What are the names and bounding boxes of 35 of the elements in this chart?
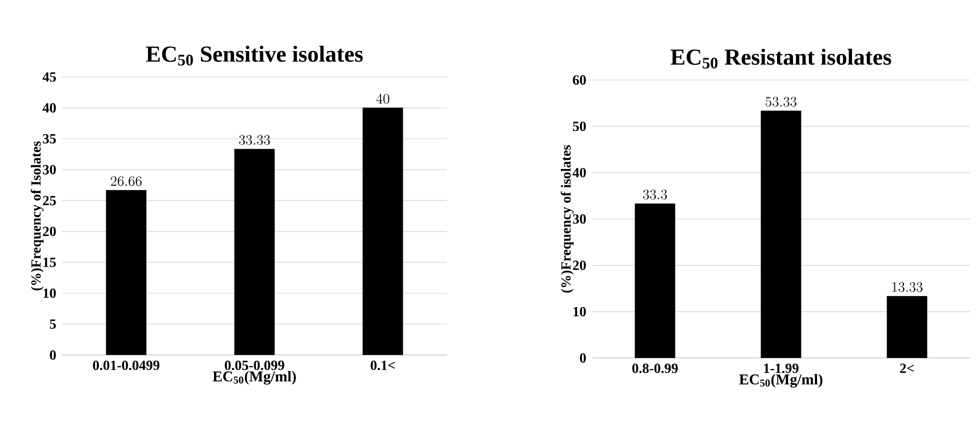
- y-tick-label: 20: [572, 260, 586, 270]
- y-tick-label: 45: [42, 72, 56, 82]
- data-label: 33.33: [239, 135, 270, 145]
- y-tick-label: 25: [42, 196, 56, 206]
- y-tick-label: 0: [580, 353, 586, 363]
- y-tick-label: 30: [572, 214, 586, 224]
- y-axis-title: (%)Frequency of isolates: [560, 145, 574, 293]
- chart-title: EC$_{50}$ Sensitive isolates: [146, 46, 363, 66]
- data-label: 40: [376, 94, 390, 104]
- y-tick-label: 15: [44, 258, 56, 268]
- y-tick-label: 20: [42, 226, 56, 236]
- y-axis-title: (%)Frequency of Isolates: [30, 141, 44, 290]
- y-tick-label: 5: [50, 319, 56, 329]
- data-label: 53.33: [766, 96, 796, 107]
- x-tick-label: 0.05-0.099: [224, 360, 284, 370]
- y-tick-label: 50: [572, 122, 586, 132]
- y-tick-label: 40: [572, 168, 586, 178]
- y-tick-label: 40: [42, 103, 56, 113]
- x-axis-title: EC$_{50}$(Mg/ml): [739, 374, 822, 388]
- x-axis-title: EC$_{50}$(Mg/ml): [212, 370, 296, 385]
- x-tick-label: 1-1.99: [764, 364, 799, 374]
- data-label: 13.33: [892, 282, 922, 292]
- y-tick-label: 35: [42, 134, 56, 144]
- data-label: 33.3: [643, 190, 667, 200]
- y-tick-label: 10: [44, 288, 56, 298]
- y-tick-label: 10: [574, 306, 586, 316]
- x-tick-label: 0.01-0.0499: [92, 360, 160, 370]
- x-tick-label: 0.1<: [370, 360, 395, 370]
- x-tick-label: 2<: [900, 364, 914, 373]
- y-tick-label: 60: [572, 75, 586, 85]
- y-tick-label: 30: [42, 164, 56, 174]
- data-label: 26.66: [110, 176, 142, 186]
- x-tick-label: 0.8-0.99: [632, 364, 678, 374]
- y-tick-label: 0: [50, 350, 56, 360]
- chart-title: EC$_{50}$ Resistant isolates: [670, 48, 892, 69]
